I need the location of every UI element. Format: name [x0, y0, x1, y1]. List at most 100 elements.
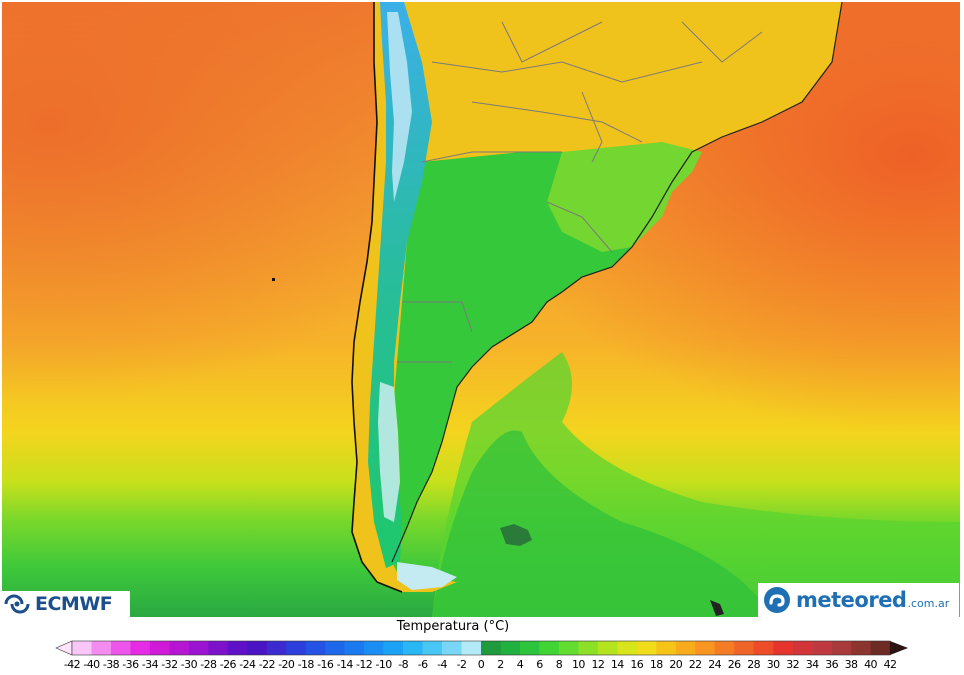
meteored-wordmark: meteored	[796, 588, 907, 612]
colorbar-segment	[110, 641, 131, 655]
colorbar-segment	[714, 641, 735, 655]
colorbar-segment	[558, 641, 579, 655]
colorbar-tick-label: 32	[786, 658, 799, 671]
colorbar-tick-label: 42	[883, 658, 897, 671]
colorbar-tick-label: -12	[356, 658, 373, 671]
colorbar-tick-label: 26	[727, 658, 741, 671]
colorbar-tick-label: -2	[456, 658, 467, 671]
country-borders	[397, 21, 763, 363]
colorbar-tick-label: -34	[141, 658, 159, 671]
colorbar-segment	[773, 641, 793, 655]
colorbar-tick-label: -6	[417, 658, 428, 671]
colorbar-tick-label: 38	[844, 658, 858, 671]
colorbar-segment	[149, 641, 170, 655]
colorbar-segment	[286, 641, 307, 655]
legend-title: Temperatura (°C)	[396, 619, 510, 634]
land-south-brazil	[547, 142, 702, 252]
land-north	[352, 2, 842, 592]
juan-fernandez-island	[272, 278, 275, 281]
colorbar-segment	[792, 641, 813, 655]
colorbar-tick-label: 12	[591, 658, 605, 671]
colorbar-tick-label: 30	[766, 658, 780, 671]
colorbar-tick-label: 18	[649, 658, 663, 671]
colorbar-tick-labels: -42 -40 -38 -36 -34 -32 -30 -28 -26 -24 -22 -20 -18-…	[0, 658, 964, 674]
ecmwf-mark-icon	[4, 594, 30, 614]
colorbar-segment	[247, 641, 268, 655]
colorbar-segment	[91, 641, 112, 655]
colorbar-segment	[442, 641, 462, 655]
colorbar-over-arrow	[890, 641, 908, 655]
colorbar-tick-label: -8	[398, 658, 408, 671]
colorbar-tick-label: -4	[437, 658, 447, 671]
colorbar-tick-label: 14	[610, 658, 624, 671]
colorbar-tick-label: -32	[161, 658, 178, 671]
colorbar-segment	[403, 641, 423, 655]
colorbar-tick-label: 24	[708, 658, 722, 671]
colorbar-segment	[597, 641, 618, 655]
colorbar-segment	[169, 641, 190, 655]
colorbar-segment	[734, 641, 754, 655]
colorbar-segment	[675, 641, 696, 655]
malvinas-islands	[500, 524, 532, 546]
colorbar-tick-label: 36	[825, 658, 838, 671]
colorbar-segment	[208, 641, 229, 655]
colorbar-tick-label: -24	[239, 658, 256, 671]
meteored-logo[interactable]: meteored .com.ar	[758, 583, 959, 617]
colorbar-tick-label: 22	[688, 658, 702, 671]
atlantic-coastline	[391, 2, 843, 563]
colorbar-segment	[831, 641, 852, 655]
andes-snow	[387, 12, 412, 202]
colorbar-segment	[851, 641, 871, 655]
colorbar-tick-label: -40	[83, 658, 100, 671]
colorbar-segment	[227, 641, 248, 655]
colorbar-tick-label: 2	[497, 658, 504, 671]
colorbar-tick-label: -16	[317, 658, 334, 671]
colorbar-tick-label: 16	[630, 658, 644, 671]
colorbar-segment	[130, 641, 151, 655]
temperature-map	[2, 2, 960, 617]
colorbar-tick-label: -38	[102, 658, 120, 671]
colorbar-segment	[656, 641, 677, 655]
colorbar-tick-label: 20	[669, 658, 683, 671]
colorbar-tick-label: 40	[864, 658, 877, 671]
colorbar-segment	[636, 641, 657, 655]
colorbar-segment	[344, 641, 365, 655]
colorbar-tick-label: -28	[200, 658, 217, 671]
colorbar-tick-label: 4	[516, 658, 524, 671]
southern-islet	[710, 600, 724, 616]
colorbar-segment	[188, 641, 209, 655]
colorbar-segment	[383, 641, 404, 655]
land-pampas	[382, 152, 662, 562]
colorbar-segment	[481, 641, 501, 655]
colorbar-tick-label: -22	[258, 658, 276, 671]
colorbar-tick-label: -20	[278, 658, 295, 671]
colorbar-tick-label: -30	[180, 658, 198, 671]
colorbar-tick-label: 0	[477, 658, 485, 671]
tierra-del-fuego	[397, 562, 457, 590]
colorbar-segment	[325, 641, 345, 655]
chile-coastline	[351, 2, 403, 593]
meteored-mark-icon	[764, 587, 790, 613]
colorbar-segment	[500, 641, 521, 655]
temperature-colorbar	[55, 640, 908, 656]
colorbar-segment	[519, 641, 540, 655]
colorbar-segment	[695, 641, 716, 655]
colorbar-tick-label: 34	[805, 658, 819, 671]
colorbar-segment	[422, 641, 443, 655]
colorbar-segment	[266, 641, 287, 655]
colorbar-tick-label: -36	[122, 658, 139, 671]
ecmwf-wordmark: ECMWF	[35, 593, 113, 615]
colorbar-segment	[364, 641, 384, 655]
temperature-map-canvas	[2, 2, 960, 617]
ocean-cold-core	[432, 430, 762, 617]
colorbar-segment	[578, 641, 599, 655]
colorbar-segment	[305, 641, 326, 655]
meteored-domain: .com.ar	[907, 596, 950, 610]
colorbar-tick-label: 28	[747, 658, 761, 671]
colorbar-segment	[870, 641, 891, 655]
colorbar-tick-label: -10	[375, 658, 393, 671]
colorbar-tick-label: 10	[571, 658, 585, 671]
colorbar-segment	[539, 641, 560, 655]
colorbar-tick-label: -42	[63, 658, 81, 671]
colorbar-segment	[812, 641, 832, 655]
